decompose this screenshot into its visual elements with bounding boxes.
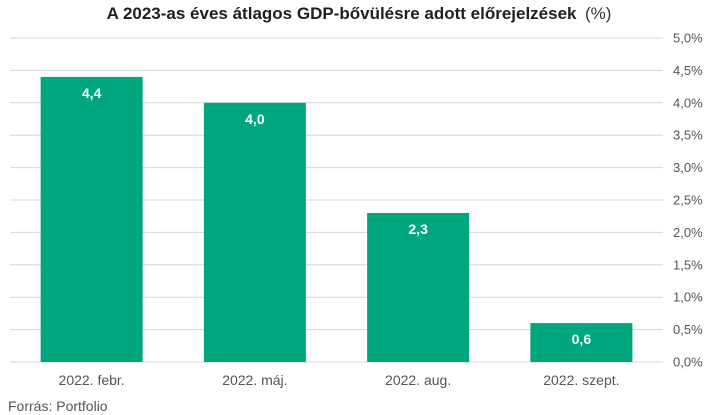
- bar-value-label: 4,0: [245, 111, 265, 127]
- bar: [530, 323, 633, 362]
- bar-value-label: 2,3: [408, 221, 428, 237]
- y-tick-label: 4,0%: [673, 95, 703, 110]
- x-category-label: 2022. máj.: [222, 372, 287, 388]
- y-tick-label: 0,5%: [673, 322, 703, 337]
- data-labels: 4,4 4,0 2,3 0,6: [82, 85, 591, 347]
- y-axis-ticks: 0,0% 0,5% 1,0% 1,5% 2,0% 2,5% 3,0% 3,5% 4,0% 4,5%…: [673, 31, 703, 370]
- bar: [203, 102, 306, 363]
- y-tick-label: 3,5%: [673, 128, 703, 143]
- bar: [367, 212, 470, 362]
- chart-title-main: A 2023-as éves átlagos GDP-bővülésre ado…: [107, 4, 577, 23]
- x-category-label: 2022. aug.: [385, 372, 451, 388]
- chart-title-unit: (%): [585, 4, 611, 23]
- source-note: Forrás: Portfolio: [8, 398, 108, 414]
- x-category-label: 2022. szept.: [543, 372, 619, 388]
- bar-value-label: 0,6: [572, 331, 592, 347]
- bar-value-label: 4,4: [82, 85, 102, 101]
- y-tick-label: 5,0%: [673, 31, 703, 46]
- y-tick-label: 4,5%: [673, 63, 703, 78]
- y-tick-label: 3,0%: [673, 160, 703, 175]
- chart-title: A 2023-as éves átlagos GDP-bővülésre ado…: [107, 4, 612, 23]
- y-tick-label: 2,5%: [673, 193, 703, 208]
- x-category-label: 2022. febr.: [59, 372, 125, 388]
- y-tick-label: 0,0%: [673, 355, 703, 370]
- x-axis-categories: 2022. febr. 2022. máj. 2022. aug. 2022. sze…: [59, 372, 620, 388]
- y-tick-label: 2,0%: [673, 225, 703, 240]
- y-tick-label: 1,5%: [673, 257, 703, 272]
- bar: [40, 76, 143, 362]
- y-tick-label: 1,0%: [673, 290, 703, 305]
- bars: [40, 76, 633, 363]
